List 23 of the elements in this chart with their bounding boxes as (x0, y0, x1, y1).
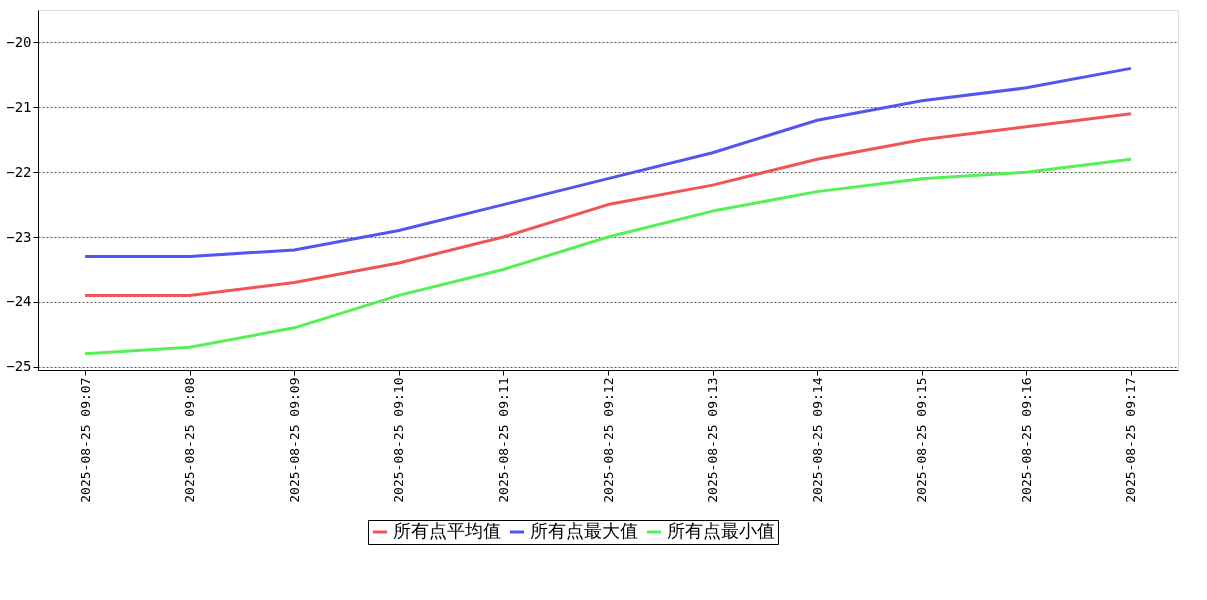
x-tick-label: 2025-08-25 09:08 (182, 377, 198, 503)
y-tick-label: −21 (6, 98, 32, 115)
line-series (83, 112, 1133, 297)
legend-label: 所有点最小值 (667, 520, 775, 541)
x-tick-label: 2025-08-25 09:07 (77, 377, 93, 503)
y-tick-label: −24 (6, 293, 32, 310)
y-tick-label: −20 (6, 33, 32, 50)
y-tick-label: −23 (6, 228, 32, 245)
x-tick-label: 2025-08-25 09:09 (286, 377, 302, 503)
legend-label: 所有点最大值 (530, 520, 638, 541)
y-tick-label: −22 (6, 163, 32, 180)
x-tick-label: 2025-08-25 09:15 (914, 377, 930, 503)
x-tick-label: 2025-08-25 09:14 (809, 377, 825, 503)
line-series (83, 157, 1133, 356)
legend-label: 所有点平均值 (393, 520, 501, 541)
y-tick-label: −25 (6, 358, 32, 375)
x-tick-label: 2025-08-25 09:17 (1123, 377, 1139, 503)
x-tick-label: 2025-08-25 09:13 (705, 377, 721, 503)
x-tick-label: 2025-08-25 09:11 (495, 377, 511, 503)
x-tick-label: 2025-08-25 09:12 (600, 377, 616, 503)
line-series (83, 66, 1133, 258)
x-tick-label: 2025-08-25 09:10 (391, 377, 407, 503)
x-tick-label: 2025-08-25 09:16 (1018, 377, 1034, 503)
